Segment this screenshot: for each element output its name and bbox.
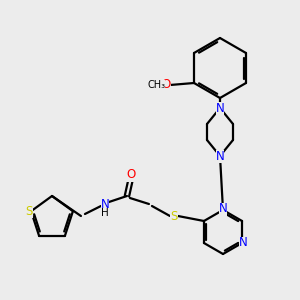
Text: N: N [100,197,109,211]
Text: CH₃: CH₃ [147,80,165,90]
Text: O: O [161,79,171,92]
Text: H: H [101,208,109,218]
Text: N: N [239,236,248,250]
Text: S: S [26,205,33,218]
Text: O: O [126,169,136,182]
Text: N: N [219,202,227,215]
Text: N: N [216,149,224,163]
Text: S: S [170,209,178,223]
Text: N: N [216,101,224,115]
